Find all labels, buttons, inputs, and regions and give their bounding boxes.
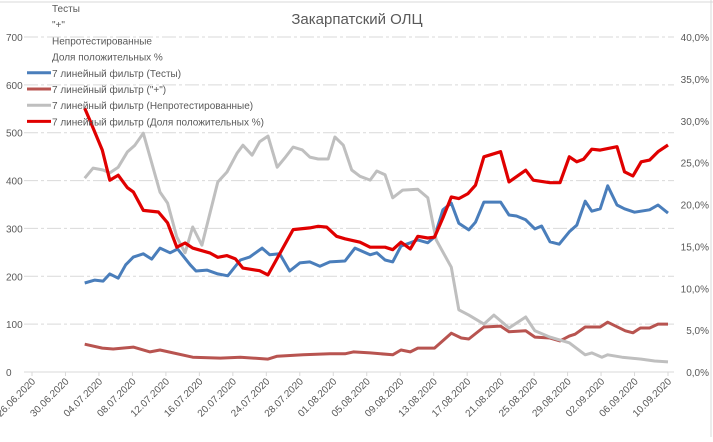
series-line-0 xyxy=(84,184,669,285)
legend-label: 7 линейный фильтр (Тесты) xyxy=(52,68,181,80)
y-tick-label: 300 xyxy=(6,224,23,235)
y2-tick-label: 0,0% xyxy=(686,368,709,379)
y-tick-label: 500 xyxy=(6,129,23,140)
y-tick-label: 600 xyxy=(6,81,23,92)
legend-label: "+" xyxy=(52,20,65,31)
y2-tick-label: 5,0% xyxy=(686,326,709,337)
y-axis-right: 0,0% 5,0% 10,0% 15,0% 20,0% 25,0% 30,0% 35,0% 40… xyxy=(681,33,709,379)
y2-tick-label: 20,0% xyxy=(681,201,709,212)
legend-label: Доля положительных % xyxy=(52,53,163,64)
y2-tick-label: 40,0% xyxy=(681,33,709,44)
y-tick-label: 700 xyxy=(6,33,23,44)
x-axis: 26.06.202030.06.202004.07.202008.07.2020… xyxy=(0,372,674,420)
y-tick-label: 400 xyxy=(6,177,23,188)
legend-label: 7 линейный фильтр (Непротестированные) xyxy=(52,100,253,112)
legend-label: Непротестированные xyxy=(52,36,152,47)
legend: Тесты "+" Непротестированные Доля положител… xyxy=(27,4,264,128)
series-line-3 xyxy=(83,107,669,277)
legend-label: Тесты xyxy=(52,4,80,15)
y2-tick-label: 25,0% xyxy=(681,159,709,170)
y-axis-left: 0 100 200 300 400 500 600 700 xyxy=(6,33,23,379)
y2-tick-label: 10,0% xyxy=(681,284,709,295)
y2-tick-label: 35,0% xyxy=(681,75,709,86)
series-line-1 xyxy=(84,320,668,361)
y-tick-label: 200 xyxy=(6,272,23,283)
series-line-2 xyxy=(83,131,669,364)
legend-label: 7 линейный фильтр (Доля положительных %) xyxy=(52,116,264,128)
y-tick-label: 100 xyxy=(6,320,23,331)
series-lines xyxy=(83,107,669,364)
chart-title: Закарпатский ОЛЦ xyxy=(291,11,422,28)
legend-label: 7 линейный фильтр ("+") xyxy=(52,84,166,96)
y-tick-label: 0 xyxy=(6,368,12,379)
y2-tick-label: 30,0% xyxy=(681,117,709,128)
y2-tick-label: 15,0% xyxy=(681,242,709,253)
